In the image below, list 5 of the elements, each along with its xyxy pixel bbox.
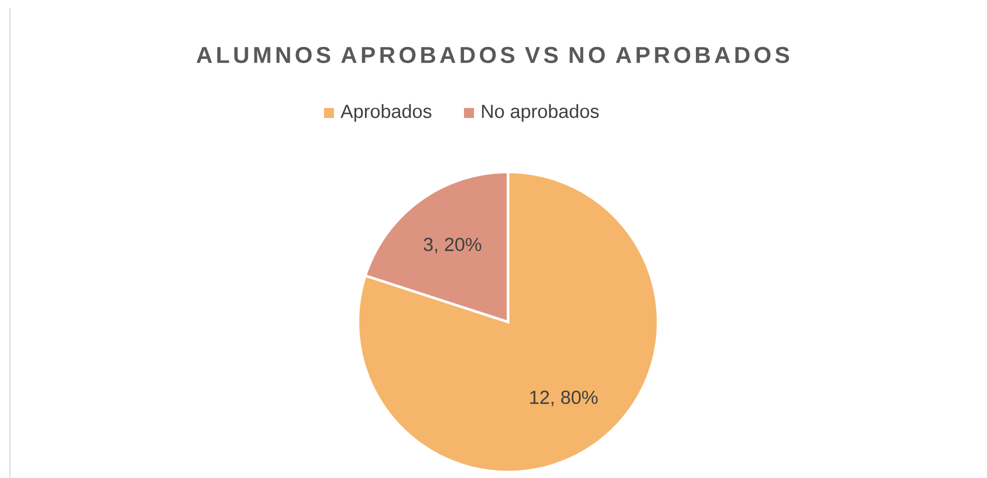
data-label: 3, 20% xyxy=(424,238,482,254)
chart-title: ALUMNOS APROBADOS VS NO APROBADOS xyxy=(196,46,790,63)
data-label: 12, 80% xyxy=(530,390,598,406)
legend-label: No aprobados xyxy=(482,104,599,122)
legend-label: Aprobados xyxy=(340,104,432,122)
